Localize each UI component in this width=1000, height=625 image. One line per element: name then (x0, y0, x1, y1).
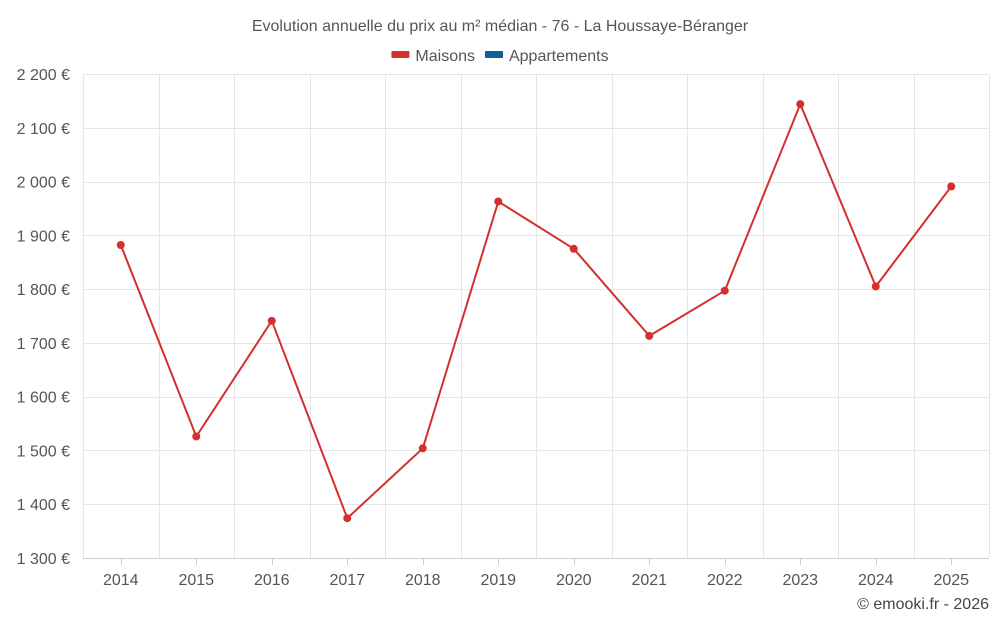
x-tick-label: 2017 (329, 572, 365, 589)
data-point-2014[interactable] (116, 241, 125, 250)
y-axis: 1 300 € 1 400 € 1 500 € 1 600 € 1 700 € 1 800… (17, 67, 70, 568)
legend-label-maisons[interactable]: Maisons (415, 48, 475, 65)
y-tick-label: 1 500 € (17, 443, 70, 460)
y-tick-label: 1 900 € (17, 228, 70, 245)
legend-swatch-appartements[interactable] (484, 51, 503, 58)
y-tick-label: 1 300 € (17, 551, 70, 568)
y-tick-label: 2 100 € (17, 121, 70, 138)
grid (83, 74, 990, 559)
x-tick-label: 2025 (933, 572, 969, 589)
x-tick-label: 2015 (178, 572, 214, 589)
y-tick-label: 1 800 € (17, 282, 70, 299)
credit-text: © emooki.fr - 2026 (857, 596, 989, 613)
x-tick-label: 2016 (254, 572, 290, 589)
x-tick-label: 2020 (556, 572, 592, 589)
data-point-2015[interactable] (192, 432, 201, 441)
data-point-2025[interactable] (947, 182, 956, 191)
data-point-2019[interactable] (494, 197, 503, 206)
x-axis: 2014 2015 2016 2017 2018 2019 2020 2021 2022 2023… (103, 558, 969, 589)
y-tick-label: 2 200 € (17, 67, 70, 84)
y-tick-label: 1 400 € (17, 497, 70, 514)
series-layer (116, 100, 956, 523)
y-tick-label: 1 700 € (17, 336, 70, 353)
series-line-maisons (119, 103, 953, 520)
x-tick-label: 2023 (782, 572, 818, 589)
chart-title: Evolution annuelle du prix au m² médian … (252, 18, 749, 35)
x-tick-label: 2019 (480, 572, 516, 589)
data-point-2018[interactable] (418, 444, 427, 453)
x-tick-label: 2024 (858, 572, 894, 589)
data-point-2024[interactable] (871, 282, 880, 291)
data-point-2021[interactable] (645, 331, 654, 340)
data-point-2023[interactable] (796, 100, 805, 109)
x-tick-label: 2021 (631, 572, 667, 589)
data-point-2016[interactable] (267, 316, 276, 325)
data-point-2020[interactable] (569, 244, 578, 253)
x-tick-label: 2014 (103, 572, 139, 589)
x-tick-label: 2018 (405, 572, 441, 589)
x-tick-label: 2022 (707, 572, 743, 589)
y-tick-label: 1 600 € (17, 390, 70, 407)
y-tick-label: 2 000 € (17, 175, 70, 192)
legend-label-appartements[interactable]: Appartements (509, 48, 609, 65)
legend-swatch-maisons[interactable] (391, 51, 410, 58)
legend: Maisons Appartements (391, 48, 609, 65)
data-point-2022[interactable] (720, 286, 729, 295)
data-point-2017[interactable] (343, 514, 352, 523)
